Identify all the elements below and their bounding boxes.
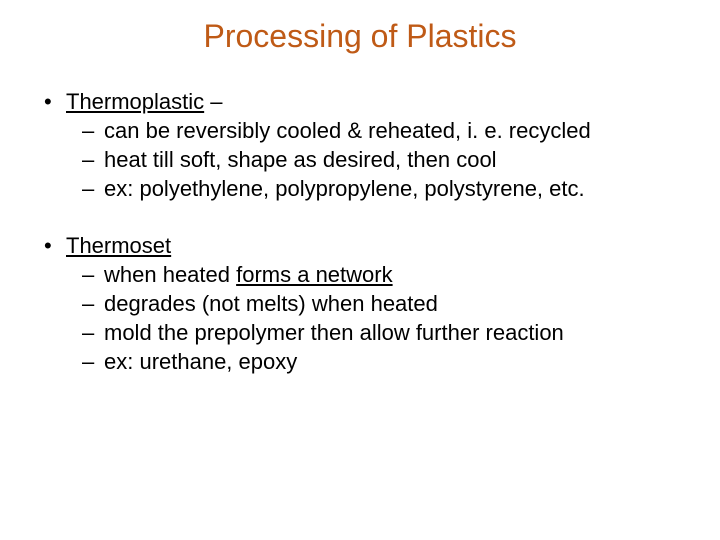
bullet-text: Thermoplastic – [66,89,223,115]
heading-underline: Thermoset [66,233,171,258]
sub-item-text: mold the prepolymer then allow further r… [104,320,564,346]
sub-item: – heat till soft, shape as desired, then… [44,147,680,173]
dash-icon: – [82,320,104,346]
heading-trail: – [204,89,222,114]
sub-item-text: when heated forms a network [104,262,393,288]
sub-item-text: can be reversibly cooled & reheated, i. … [104,118,591,144]
sub-item-text: ex: urethane, epoxy [104,349,297,375]
sub-item-text: ex: polyethylene, polypropylene, polysty… [104,176,585,202]
bullet-thermoset: • Thermoset [44,233,680,259]
bullet-text: Thermoset [66,233,171,259]
sub-item: – degrades (not melts) when heated [44,291,680,317]
dash-icon: – [82,176,104,202]
sub-item-text: heat till soft, shape as desired, then c… [104,147,497,173]
sub-underline: forms a network [236,262,393,287]
bullet-icon: • [44,89,66,115]
sub-item: – ex: polyethylene, polypropylene, polys… [44,176,680,202]
slide: Processing of Plastics • Thermoplastic –… [0,0,720,540]
sub-pre: when heated [104,262,236,287]
slide-body: • Thermoplastic – – can be reversibly co… [40,89,680,375]
sub-item: – when heated forms a network [44,262,680,288]
bullet-thermoplastic: • Thermoplastic – [44,89,680,115]
bullet-icon: • [44,233,66,259]
section-gap [44,205,680,233]
sub-item-text: degrades (not melts) when heated [104,291,438,317]
dash-icon: – [82,262,104,288]
dash-icon: – [82,147,104,173]
sub-item: – ex: urethane, epoxy [44,349,680,375]
dash-icon: – [82,291,104,317]
slide-title: Processing of Plastics [40,18,680,55]
sub-item: – mold the prepolymer then allow further… [44,320,680,346]
heading-underline: Thermoplastic [66,89,204,114]
dash-icon: – [82,349,104,375]
sub-item: – can be reversibly cooled & reheated, i… [44,118,680,144]
dash-icon: – [82,118,104,144]
